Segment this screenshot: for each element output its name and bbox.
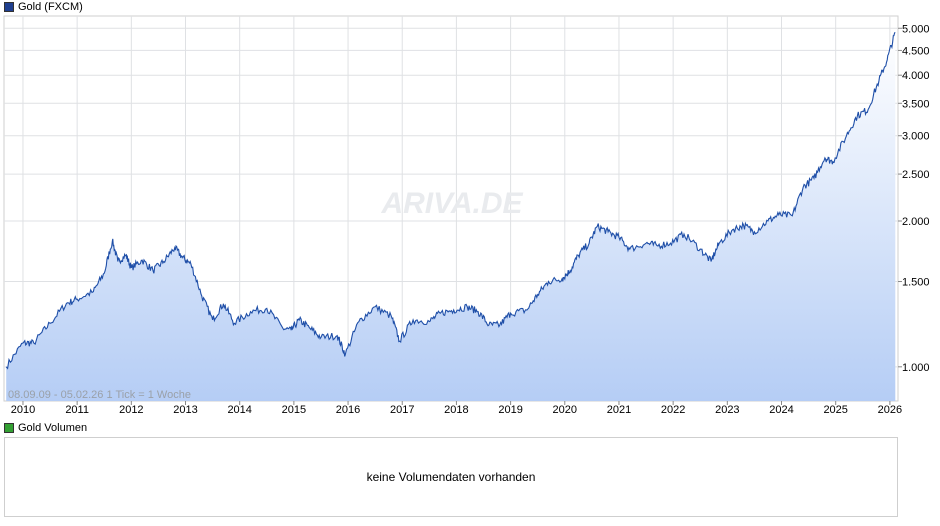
series-layer bbox=[5, 32, 896, 401]
x-tick-label: 2010 bbox=[11, 404, 35, 416]
price-chart: ARIVA.DE 1.000 1.500 2.000 2.500 3.000 3.500 4… bbox=[3, 15, 930, 416]
x-tick-label: 2015 bbox=[282, 404, 306, 416]
volume-panel: keine Volumendaten vorhanden bbox=[4, 437, 898, 517]
x-axis: 2010 2011 2012 2013 2014 2015 2016 2017 2018 2019… bbox=[11, 401, 902, 416]
range-info: 08.09.09 - 05.02.26 1 Tick = 1 Woche bbox=[8, 389, 191, 401]
x-tick-label: 2014 bbox=[227, 404, 251, 416]
x-tick-label: 2026 bbox=[878, 404, 902, 416]
x-tick-label: 2012 bbox=[119, 404, 143, 416]
x-tick-label: 2025 bbox=[823, 404, 847, 416]
volume-legend-swatch bbox=[4, 423, 14, 433]
y-tick-label: 1.000 bbox=[902, 362, 930, 374]
y-tick-label: 5.000 bbox=[902, 23, 930, 35]
volume-empty-message: keine Volumendaten vorhanden bbox=[366, 470, 536, 484]
x-tick-label: 2021 bbox=[607, 404, 631, 416]
y-tick-label: 4.500 bbox=[902, 45, 930, 57]
series-area-gold bbox=[6, 32, 896, 401]
y-tick-label: 3.500 bbox=[902, 98, 930, 110]
volume-legend-label: Gold Volumen bbox=[18, 422, 88, 434]
x-tick-label: 2020 bbox=[553, 404, 577, 416]
x-tick-label: 2013 bbox=[173, 404, 197, 416]
watermark-logo: ARIVA.DE bbox=[380, 187, 523, 220]
x-tick-label: 2018 bbox=[444, 404, 468, 416]
x-tick-label: 2017 bbox=[390, 404, 414, 416]
x-tick-label: 2016 bbox=[336, 404, 360, 416]
x-tick-label: 2023 bbox=[715, 404, 739, 416]
y-tick-label: 4.000 bbox=[902, 70, 930, 82]
volume-legend: Gold Volumen bbox=[4, 422, 87, 434]
series-line-gold bbox=[5, 32, 896, 370]
y-tick-label: 1.500 bbox=[902, 277, 930, 289]
price-legend: Gold (FXCM) bbox=[4, 1, 83, 13]
x-tick-label: 2024 bbox=[769, 404, 793, 416]
x-tick-label: 2019 bbox=[498, 404, 522, 416]
y-tick-label: 2.500 bbox=[902, 169, 930, 181]
y-tick-label: 3.000 bbox=[902, 131, 930, 143]
price-legend-label: Gold (FXCM) bbox=[18, 1, 83, 13]
price-legend-swatch bbox=[4, 2, 14, 12]
x-tick-label: 2022 bbox=[661, 404, 685, 416]
y-tick-label: 2.000 bbox=[902, 216, 930, 228]
x-tick-label: 2011 bbox=[65, 404, 89, 416]
y-axis: 1.000 1.500 2.000 2.500 3.000 3.500 4.000 4.500… bbox=[898, 23, 930, 374]
